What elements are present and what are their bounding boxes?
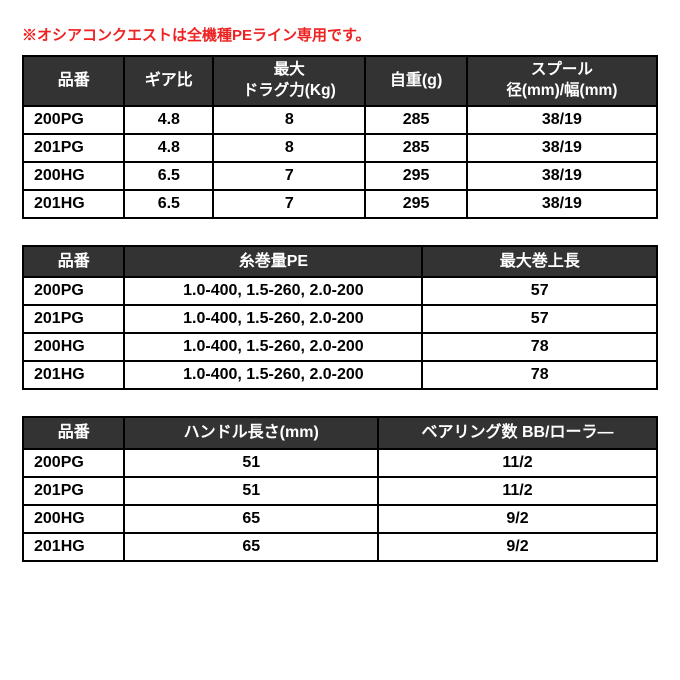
cell-weight: 285: [365, 106, 466, 134]
col-handle: ハンドル長さ(mm): [124, 417, 378, 449]
cell-pe: 1.0-400, 1.5-260, 2.0-200: [124, 333, 422, 361]
col-bearings: ベアリング数 BB/ローラ―: [378, 417, 657, 449]
cell-bearings: 9/2: [378, 533, 657, 561]
header-row: 品番 糸巻量PE 最大巻上長: [23, 246, 657, 278]
spec-table-3: 品番 ハンドル長さ(mm) ベアリング数 BB/ローラ― 200PG5111/2…: [22, 416, 658, 562]
cell-model: 201HG: [23, 533, 124, 561]
col-spool-line1: スプール: [531, 61, 593, 78]
cell-weight: 295: [365, 190, 466, 218]
cell-spool: 38/19: [467, 134, 657, 162]
table-row: 201HG1.0-400, 1.5-260, 2.0-20078: [23, 361, 657, 389]
cell-handle: 65: [124, 505, 378, 533]
pe-line-note: ※オシアコンクエストは全機種PEライン専用です。: [22, 24, 658, 45]
col-retrieve: 最大巻上長: [422, 246, 657, 278]
col-model: 品番: [23, 246, 124, 278]
col-model: 品番: [23, 417, 124, 449]
cell-model: 200HG: [23, 505, 124, 533]
table2-body: 200PG1.0-400, 1.5-260, 2.0-20057201PG1.0…: [23, 277, 657, 389]
cell-drag: 7: [213, 190, 365, 218]
cell-handle: 65: [124, 533, 378, 561]
cell-gear: 6.5: [124, 162, 213, 190]
table3-body: 200PG5111/2201PG5111/2200HG659/2201HG659…: [23, 449, 657, 561]
spec-table-1: 品番 ギア比 最大 ドラグ力(Kg) 自重(g) スプール 径(mm)/幅(mm…: [22, 55, 658, 219]
col-drag-line2: ドラグ力(Kg): [243, 82, 336, 99]
cell-model: 200PG: [23, 449, 124, 477]
col-weight: 自重(g): [365, 56, 466, 106]
col-spool-line2: 径(mm)/幅(mm): [506, 82, 617, 99]
cell-model: 200PG: [23, 277, 124, 305]
cell-spool: 38/19: [467, 106, 657, 134]
cell-weight: 295: [365, 162, 466, 190]
table-row: 200HG1.0-400, 1.5-260, 2.0-20078: [23, 333, 657, 361]
table-row: 201HG6.5729538/19: [23, 190, 657, 218]
cell-model: 200HG: [23, 162, 124, 190]
cell-model: 201PG: [23, 477, 124, 505]
table-row: 200PG4.8828538/19: [23, 106, 657, 134]
cell-handle: 51: [124, 477, 378, 505]
cell-spool: 38/19: [467, 190, 657, 218]
table-row: 200HG659/2: [23, 505, 657, 533]
col-gear: ギア比: [124, 56, 213, 106]
cell-retrieve: 78: [422, 333, 657, 361]
cell-spool: 38/19: [467, 162, 657, 190]
cell-model: 201HG: [23, 361, 124, 389]
col-drag: 最大 ドラグ力(Kg): [213, 56, 365, 106]
cell-weight: 285: [365, 134, 466, 162]
table-row: 200PG5111/2: [23, 449, 657, 477]
cell-gear: 6.5: [124, 190, 213, 218]
cell-model: 201PG: [23, 305, 124, 333]
col-model: 品番: [23, 56, 124, 106]
header-row: 品番 ギア比 最大 ドラグ力(Kg) 自重(g) スプール 径(mm)/幅(mm…: [23, 56, 657, 106]
cell-gear: 4.8: [124, 134, 213, 162]
col-spool: スプール 径(mm)/幅(mm): [467, 56, 657, 106]
table-row: 200HG6.5729538/19: [23, 162, 657, 190]
cell-bearings: 11/2: [378, 449, 657, 477]
cell-pe: 1.0-400, 1.5-260, 2.0-200: [124, 277, 422, 305]
cell-model: 200HG: [23, 333, 124, 361]
cell-drag: 7: [213, 162, 365, 190]
cell-pe: 1.0-400, 1.5-260, 2.0-200: [124, 361, 422, 389]
header-row: 品番 ハンドル長さ(mm) ベアリング数 BB/ローラ―: [23, 417, 657, 449]
table-row: 201PG5111/2: [23, 477, 657, 505]
table-row: 201HG659/2: [23, 533, 657, 561]
cell-drag: 8: [213, 134, 365, 162]
cell-retrieve: 57: [422, 305, 657, 333]
table-row: 200PG1.0-400, 1.5-260, 2.0-20057: [23, 277, 657, 305]
cell-bearings: 11/2: [378, 477, 657, 505]
cell-retrieve: 57: [422, 277, 657, 305]
table-row: 201PG4.8828538/19: [23, 134, 657, 162]
cell-pe: 1.0-400, 1.5-260, 2.0-200: [124, 305, 422, 333]
cell-model: 201HG: [23, 190, 124, 218]
col-drag-line1: 最大: [274, 61, 305, 78]
cell-handle: 51: [124, 449, 378, 477]
cell-model: 200PG: [23, 106, 124, 134]
spec-table-2: 品番 糸巻量PE 最大巻上長 200PG1.0-400, 1.5-260, 2.…: [22, 245, 658, 391]
cell-model: 201PG: [23, 134, 124, 162]
col-pe: 糸巻量PE: [124, 246, 422, 278]
cell-drag: 8: [213, 106, 365, 134]
cell-gear: 4.8: [124, 106, 213, 134]
cell-bearings: 9/2: [378, 505, 657, 533]
table-row: 201PG1.0-400, 1.5-260, 2.0-20057: [23, 305, 657, 333]
table1-body: 200PG4.8828538/19201PG4.8828538/19200HG6…: [23, 106, 657, 218]
cell-retrieve: 78: [422, 361, 657, 389]
